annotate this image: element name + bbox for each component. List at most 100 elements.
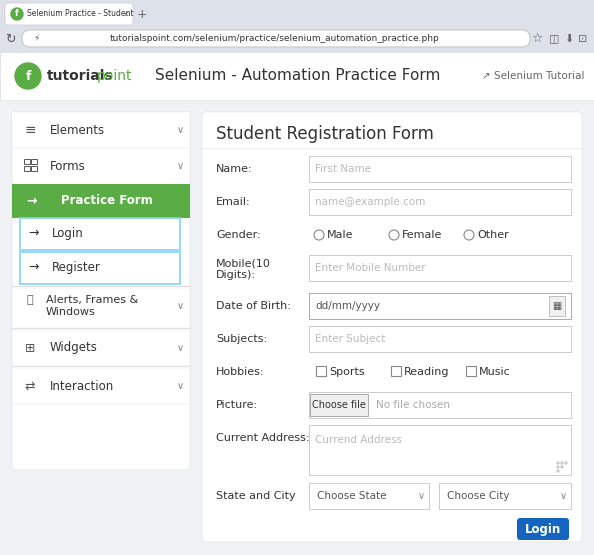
Text: f: f (26, 70, 31, 83)
Bar (24, 166, 30, 171)
Circle shape (561, 462, 563, 464)
Text: ⬇: ⬇ (564, 33, 574, 43)
FancyBboxPatch shape (22, 30, 530, 47)
Circle shape (561, 466, 563, 468)
Bar (466, 366, 476, 376)
Bar (439, 483, 571, 509)
Bar (12, 288, 190, 328)
Text: No file chosen: No file chosen (376, 400, 450, 410)
Bar (12, 184, 190, 218)
Text: Current Address:: Current Address: (216, 433, 309, 443)
Text: Enter Mobile Number: Enter Mobile Number (315, 263, 426, 273)
Text: Register: Register (52, 260, 101, 274)
Bar (0, 0, 594, 26)
Circle shape (389, 230, 399, 240)
Text: →: → (29, 226, 39, 240)
Text: ∨: ∨ (176, 161, 184, 171)
Text: Reading: Reading (404, 367, 450, 377)
Text: Picture:: Picture: (216, 400, 258, 410)
Bar (12, 368, 190, 404)
Bar (309, 255, 571, 281)
Text: Other: Other (477, 230, 508, 240)
Text: ⚡: ⚡ (33, 34, 39, 43)
Text: Sports: Sports (329, 367, 365, 377)
Text: Mobile(10: Mobile(10 (216, 258, 271, 268)
Text: ◫: ◫ (549, 33, 559, 43)
Text: 🔔: 🔔 (27, 295, 33, 305)
Text: State and City: State and City (216, 491, 296, 501)
Text: +: + (137, 8, 147, 21)
Text: Interaction: Interaction (50, 380, 114, 392)
Text: Gender:: Gender: (216, 230, 261, 240)
Bar (0, 26, 594, 52)
Text: Music: Music (479, 367, 511, 377)
Text: Currend Address: Currend Address (315, 435, 402, 445)
Text: Hobbies:: Hobbies: (216, 367, 264, 377)
Circle shape (314, 230, 324, 240)
Text: Choose file: Choose file (312, 400, 366, 410)
Circle shape (557, 462, 559, 464)
Text: Login: Login (52, 226, 84, 240)
Text: Login: Login (525, 522, 561, 536)
Text: ∨: ∨ (176, 125, 184, 135)
Circle shape (565, 462, 567, 464)
Text: tutorials: tutorials (47, 69, 113, 83)
Text: Forms: Forms (50, 159, 86, 173)
Text: First Name: First Name (315, 164, 371, 174)
Bar (309, 189, 571, 215)
Text: tutorialspoint.com/selenium/practice/selenium_automation_practice.php: tutorialspoint.com/selenium/practice/sel… (110, 34, 440, 43)
Text: →: → (27, 194, 37, 208)
Bar (12, 330, 190, 366)
Bar (31, 166, 37, 171)
Text: dd/mm/yyyy: dd/mm/yyyy (315, 301, 380, 311)
Text: ↗ Selenium Tutorial: ↗ Selenium Tutorial (482, 71, 584, 81)
Bar (309, 483, 429, 509)
Circle shape (557, 466, 559, 468)
Text: ≡: ≡ (24, 123, 36, 137)
Bar (12, 148, 190, 184)
Text: Choose City: Choose City (447, 491, 510, 501)
Text: →: → (29, 260, 39, 274)
Text: ⊡: ⊡ (579, 33, 587, 43)
Text: Name:: Name: (216, 164, 252, 174)
Text: ∨: ∨ (176, 301, 184, 311)
Circle shape (15, 63, 41, 89)
Bar (309, 293, 571, 319)
Text: Student Registration Form: Student Registration Form (216, 125, 434, 143)
Circle shape (11, 8, 23, 20)
Bar (309, 156, 571, 182)
Text: Elements: Elements (50, 124, 105, 137)
Bar (24, 159, 30, 164)
Text: ↻: ↻ (5, 33, 15, 46)
Text: Choose State: Choose State (317, 491, 387, 501)
Text: ∨: ∨ (418, 491, 425, 501)
Text: Digits):: Digits): (216, 270, 256, 280)
Text: Email:: Email: (216, 197, 251, 207)
Bar (316, 366, 326, 376)
FancyBboxPatch shape (5, 3, 133, 25)
FancyBboxPatch shape (12, 112, 190, 470)
Text: ∨: ∨ (560, 491, 567, 501)
Bar (31, 159, 37, 164)
Text: ▦: ▦ (552, 301, 561, 311)
Text: Male: Male (327, 230, 353, 240)
Text: ✕: ✕ (122, 9, 128, 18)
Bar (309, 326, 571, 352)
Text: Selenium - Automation Practice Form: Selenium - Automation Practice Form (155, 68, 441, 83)
Circle shape (557, 470, 559, 472)
Text: Practice Form: Practice Form (61, 194, 153, 208)
Bar (309, 392, 571, 418)
Circle shape (464, 230, 474, 240)
Text: Enter Subject: Enter Subject (315, 334, 386, 344)
Text: Date of Birth:: Date of Birth: (216, 301, 291, 311)
Bar (549, 296, 565, 316)
Bar (20, 252, 180, 284)
Text: Alerts, Frames &: Alerts, Frames & (46, 295, 138, 305)
Text: Windows: Windows (46, 307, 96, 317)
Text: ☆: ☆ (532, 32, 543, 45)
Bar (0, 52, 594, 100)
Bar (391, 366, 401, 376)
Text: name@example.com: name@example.com (315, 197, 425, 207)
Bar (20, 218, 180, 250)
Text: Female: Female (402, 230, 443, 240)
